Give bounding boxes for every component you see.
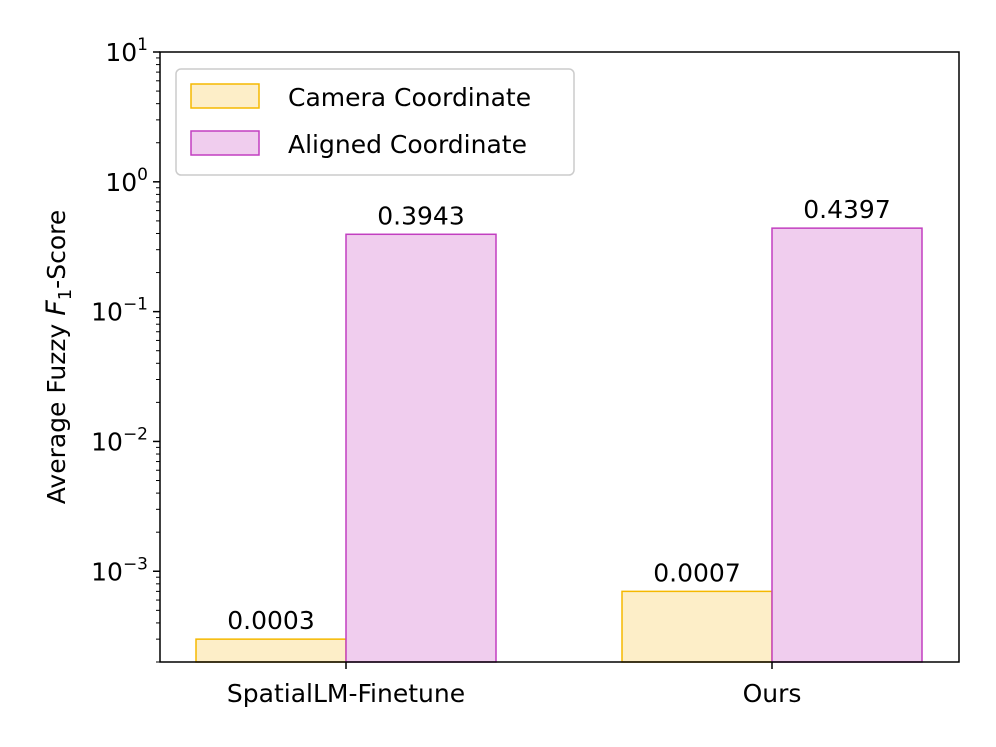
value-label-camera-1: 0.0007 [653, 558, 740, 587]
y-tick-label-4: 10−3 [91, 554, 148, 586]
bar-camera-0 [195, 638, 347, 663]
legend-label-camera: Camera Coordinate [288, 83, 531, 112]
plot-frame [159, 51, 960, 663]
bar-aligned-1 [771, 227, 923, 663]
y-tick-label-2: 10−1 [91, 295, 148, 327]
x-tick-label-0: SpatialLM-Finetune [227, 679, 465, 708]
y-tick-label-3: 10−2 [91, 424, 148, 456]
y-tick-label-0: 101 [105, 35, 148, 67]
legend-label-aligned: Aligned Coordinate [288, 130, 527, 159]
bars-layer [195, 227, 923, 663]
legend-swatch-aligned [190, 130, 260, 156]
y-axis-label: Average Fuzzy F1-Score [41, 210, 76, 504]
bar-camera-1 [621, 590, 773, 663]
value-label-aligned-1: 0.4397 [803, 195, 890, 224]
legend-box [175, 68, 575, 176]
y-tick-label-1: 100 [105, 165, 148, 197]
value-label-camera-0: 0.0003 [227, 606, 314, 635]
legend-swatch-camera [190, 83, 260, 109]
x-axis-ticks: SpatialLM-Finetune Ours [227, 662, 802, 708]
x-tick-label-1: Ours [743, 679, 802, 708]
value-labels-layer: 0.0003 0.3943 0.0007 0.4397 [227, 195, 890, 635]
legend: Camera Coordinate Aligned Coordinate [175, 68, 575, 176]
bar-aligned-0 [345, 233, 497, 663]
value-label-aligned-0: 0.3943 [377, 201, 464, 230]
y-axis-ticks: 101 100 10−1 10−2 10−3 [91, 35, 160, 663]
